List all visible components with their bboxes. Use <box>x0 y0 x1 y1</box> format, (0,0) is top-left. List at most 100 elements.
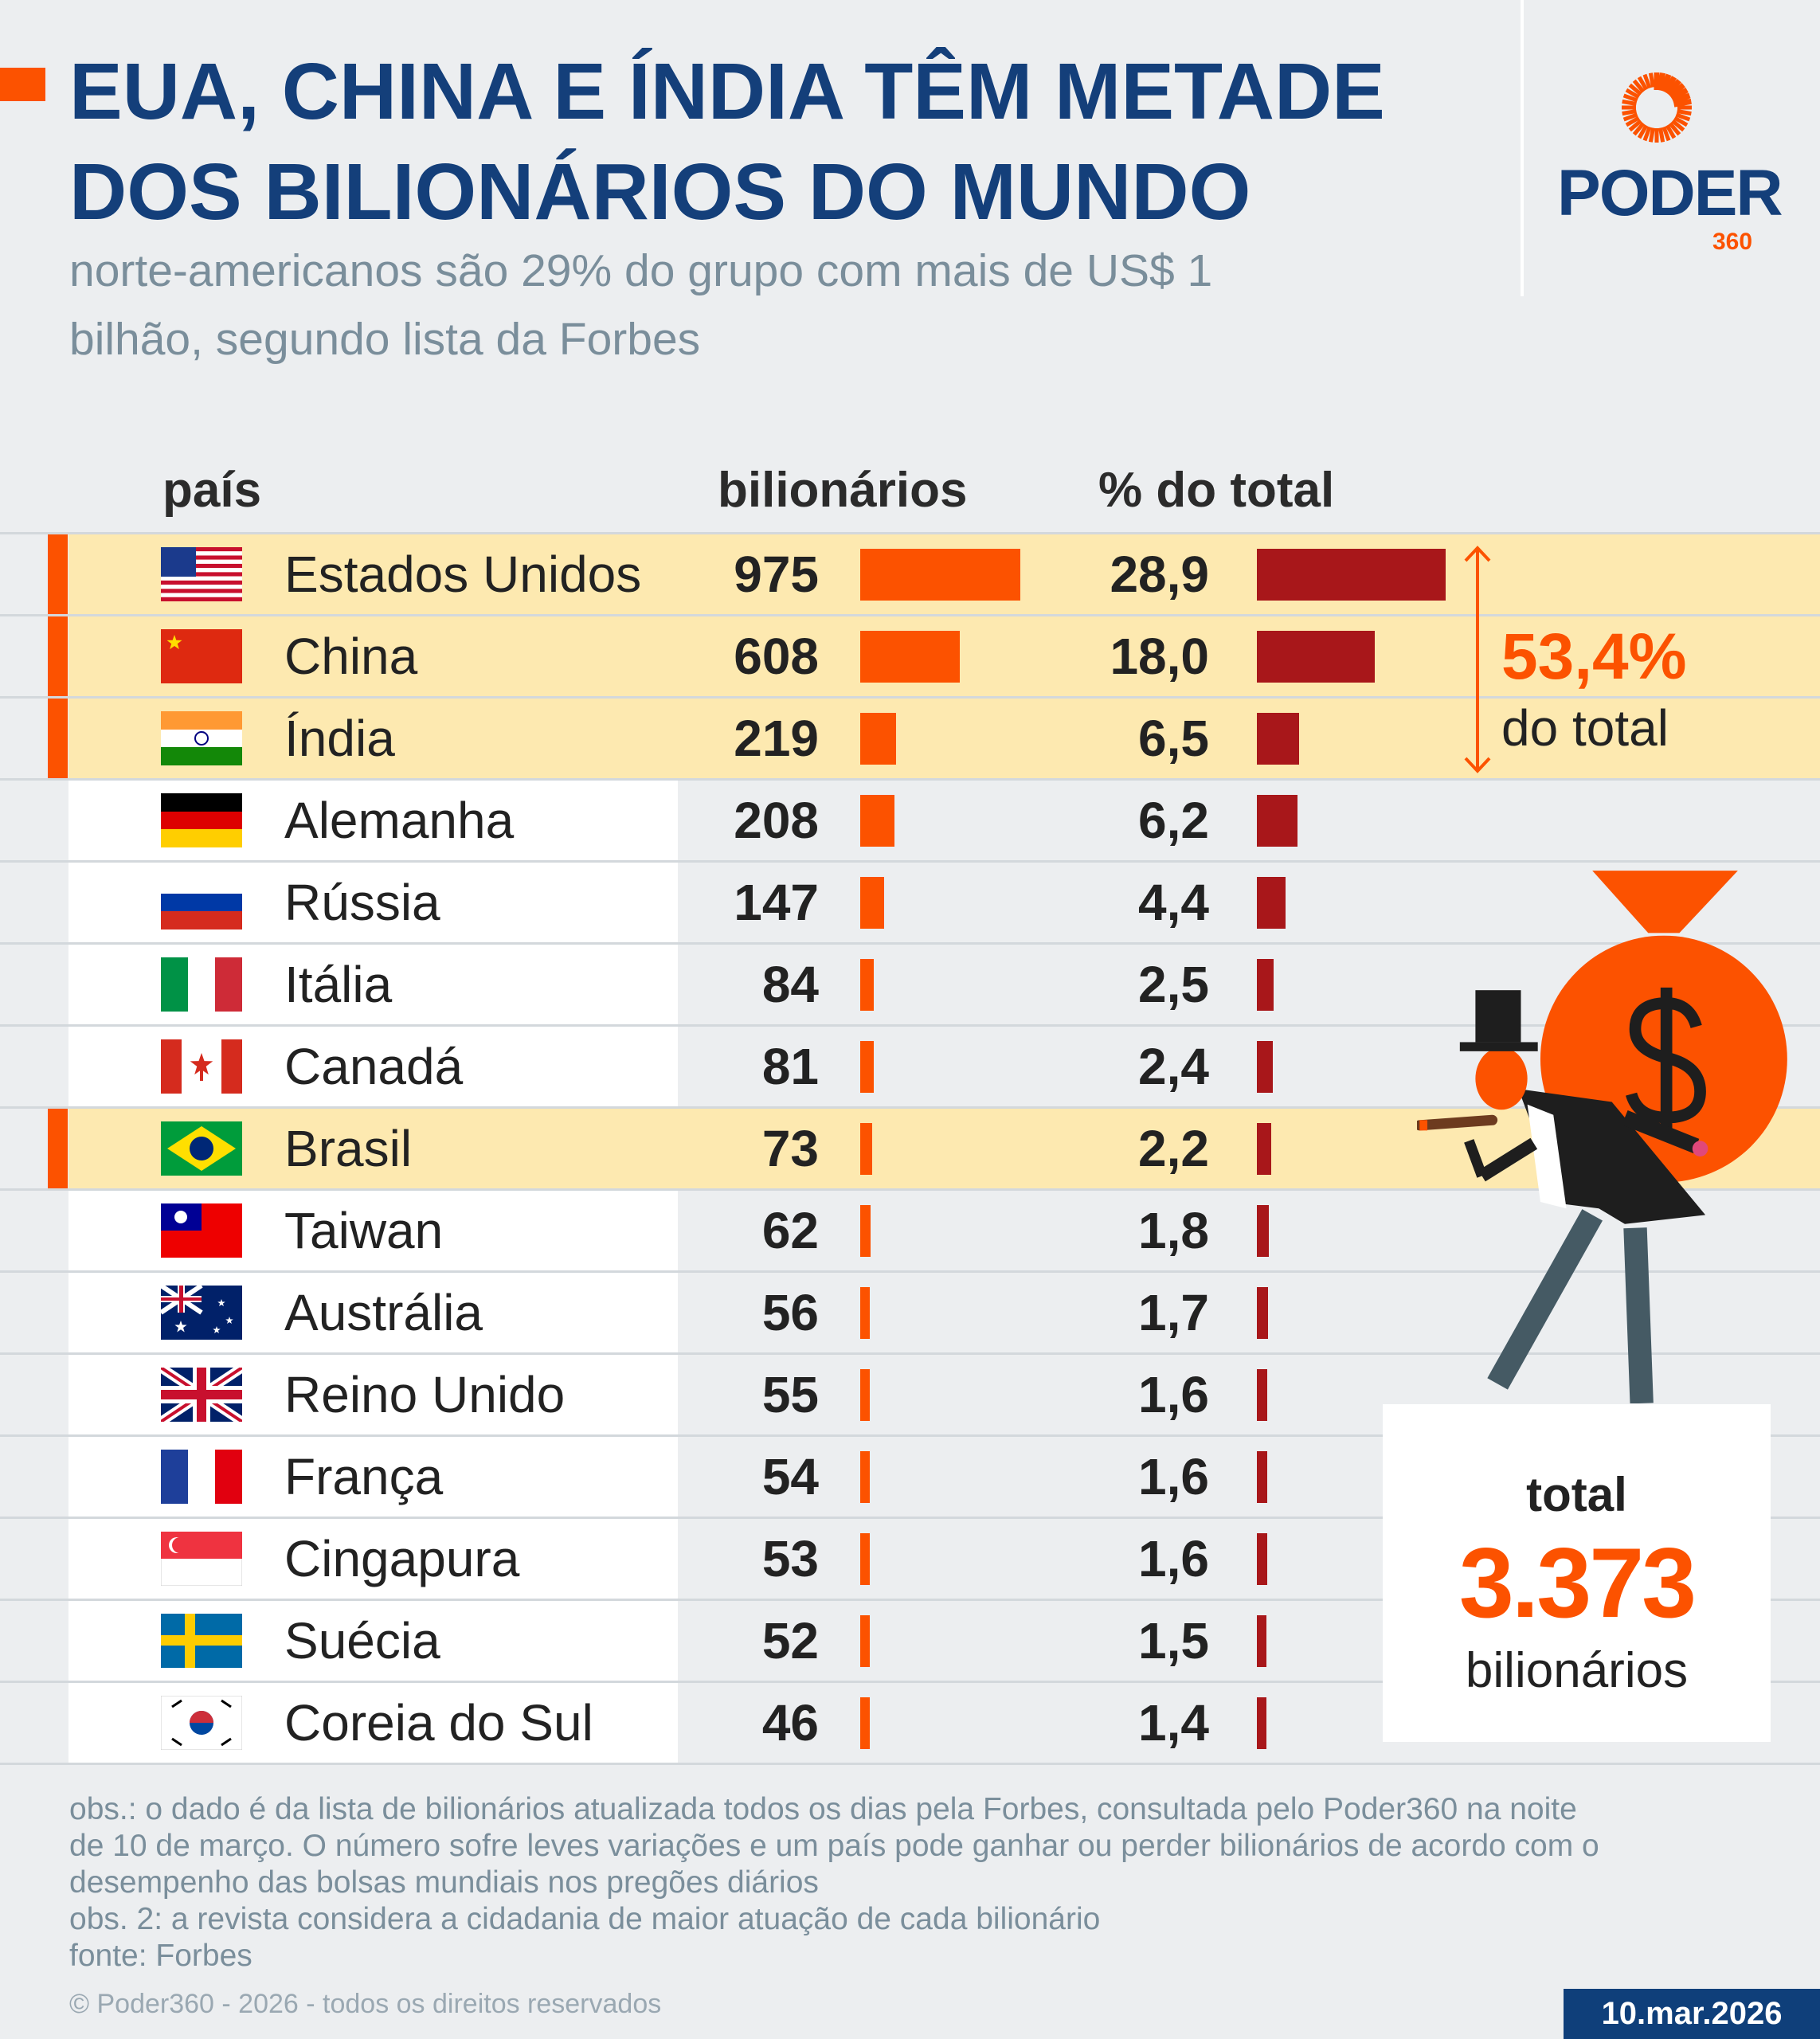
percent-value: 6,2 <box>1138 792 1209 849</box>
sun-icon <box>1622 72 1692 143</box>
billionaires-value: 208 <box>734 792 819 849</box>
flag-ca-icon <box>161 1039 242 1094</box>
country-name: Itália <box>284 956 393 1013</box>
flag-tw-icon <box>161 1203 242 1258</box>
billionaires-value: 52 <box>761 1612 819 1669</box>
flag-us-icon <box>161 547 242 601</box>
flag-fr-icon <box>161 1450 242 1504</box>
percent-value: 1,6 <box>1138 1366 1209 1423</box>
row-divider <box>0 860 1820 863</box>
subtitle-line-2: bilhão, segundo lista da Forbes <box>69 314 701 365</box>
note-line-3: desempenho das bolsas mundiais nos pregõ… <box>69 1865 819 1900</box>
total-label: total <box>1526 1468 1627 1521</box>
column-header-percent: % do total <box>1098 463 1335 518</box>
table-row: Cingapura 53 1,6 <box>0 1519 1820 1601</box>
percent-value: 4,4 <box>1138 874 1209 931</box>
billionaires-bar <box>860 1533 870 1585</box>
percent-value: 2,4 <box>1138 1038 1209 1095</box>
country-name: Reino Unido <box>284 1366 566 1423</box>
highlight-marker <box>48 534 68 614</box>
row-background <box>68 699 1820 778</box>
date-badge: 10.mar.2026 <box>1564 1989 1820 2039</box>
row-divider <box>0 696 1820 699</box>
percent-value: 1,4 <box>1138 1694 1209 1751</box>
percent-bar <box>1257 795 1297 847</box>
flag-in-icon <box>161 711 242 765</box>
title-line-2: DOS BILIONÁRIOS DO MUNDO <box>69 147 1251 237</box>
note-line-2: de 10 de março. O número sofre leves var… <box>69 1829 1599 1863</box>
row-divider <box>0 1434 1820 1437</box>
billionaires-bar <box>860 713 897 765</box>
percent-value: 1,5 <box>1138 1612 1209 1669</box>
country-name: Cingapura <box>284 1530 520 1587</box>
highlight-marker <box>48 699 68 778</box>
highlight-marker <box>48 1109 68 1188</box>
billionaires-bar <box>860 631 961 683</box>
table-row: Estados Unidos 975 28,9 <box>0 534 1820 616</box>
column-header-country: país <box>162 463 262 518</box>
dollar-icon <box>1626 987 1706 1133</box>
table-row: Índia 219 6,5 <box>0 699 1820 781</box>
subtitle-line-1: norte-americanos são 29% do grupo com ma… <box>69 245 1213 296</box>
row-divider <box>0 1599 1820 1601</box>
country-name: Suécia <box>284 1612 440 1669</box>
flag-kr-icon <box>160 1695 243 1751</box>
title-line-1: EUA, CHINA E ÍNDIA TÊM METADE <box>69 47 1385 136</box>
country-name: Austrália <box>284 1284 483 1341</box>
total-box: total 3.373 bilionários <box>1383 1404 1771 1742</box>
row-divider <box>0 614 1820 616</box>
billionaires-bar <box>860 1041 874 1093</box>
percent-bar <box>1257 1123 1272 1175</box>
billionaires-value: 56 <box>761 1284 819 1341</box>
country-name: Rússia <box>284 874 440 931</box>
table-row: Itália 84 2,5 <box>0 945 1820 1027</box>
percent-bar <box>1257 1533 1268 1585</box>
row-divider <box>0 1681 1820 1683</box>
billionaires-bar <box>860 1697 870 1749</box>
table-top-rule <box>0 532 1820 534</box>
billionaires-value: 73 <box>761 1120 819 1177</box>
column-header-billionaires: bilionários <box>718 463 968 518</box>
row-divider <box>0 1188 1820 1191</box>
row-divider <box>0 1270 1820 1273</box>
total-value: 3.373 <box>1458 1528 1697 1638</box>
billionaires-value: 219 <box>734 710 819 767</box>
flag-gb-icon <box>158 1364 245 1426</box>
country-name: Taiwan <box>284 1202 444 1259</box>
billionaires-value: 53 <box>761 1530 819 1587</box>
percent-value: 2,2 <box>1138 1120 1209 1177</box>
flag-it-icon <box>161 957 242 1012</box>
note-line-1: obs.: o dado é da lista de bilionários a… <box>69 1792 1577 1826</box>
percent-bar <box>1257 877 1286 929</box>
flag-de-icon <box>161 793 242 847</box>
source-note: fonte: Forbes <box>69 1939 252 1973</box>
billionaires-bar <box>860 877 885 929</box>
flag-cn-icon <box>161 629 242 683</box>
table-row: França 54 1,6 <box>0 1437 1820 1519</box>
rich-man-illustration <box>1417 871 1787 1403</box>
country-name: Brasil <box>284 1120 413 1177</box>
billionaires-value: 608 <box>734 628 819 685</box>
percent-value: 1,6 <box>1138 1448 1209 1505</box>
percent-value: 1,6 <box>1138 1530 1209 1587</box>
poder360-logo: PODER 360 <box>1553 64 1783 255</box>
table-row: Alemanha 208 6,2 <box>0 781 1820 863</box>
country-name: Canadá <box>284 1038 464 1095</box>
billionaires-bar <box>860 549 1020 601</box>
billionaires-value: 84 <box>761 956 819 1013</box>
percent-bar <box>1257 1205 1269 1257</box>
row-divider <box>0 1517 1820 1519</box>
top3-label: do total <box>1501 699 1669 757</box>
billionaires-bar <box>860 1205 871 1257</box>
percent-value: 2,5 <box>1138 956 1209 1013</box>
logo-suffix: 360 <box>1712 229 1753 255</box>
flag-br-icon <box>161 1121 242 1176</box>
flag-ru-icon <box>161 875 242 929</box>
billionaires-bar <box>860 1615 870 1667</box>
country-name: França <box>284 1448 444 1505</box>
percent-value: 18,0 <box>1110 628 1209 685</box>
percent-bar <box>1257 549 1446 601</box>
percent-value: 1,8 <box>1138 1202 1209 1259</box>
note-line-4: obs. 2: a revista considera a cidadania … <box>69 1902 1101 1936</box>
percent-bar <box>1257 1697 1266 1749</box>
